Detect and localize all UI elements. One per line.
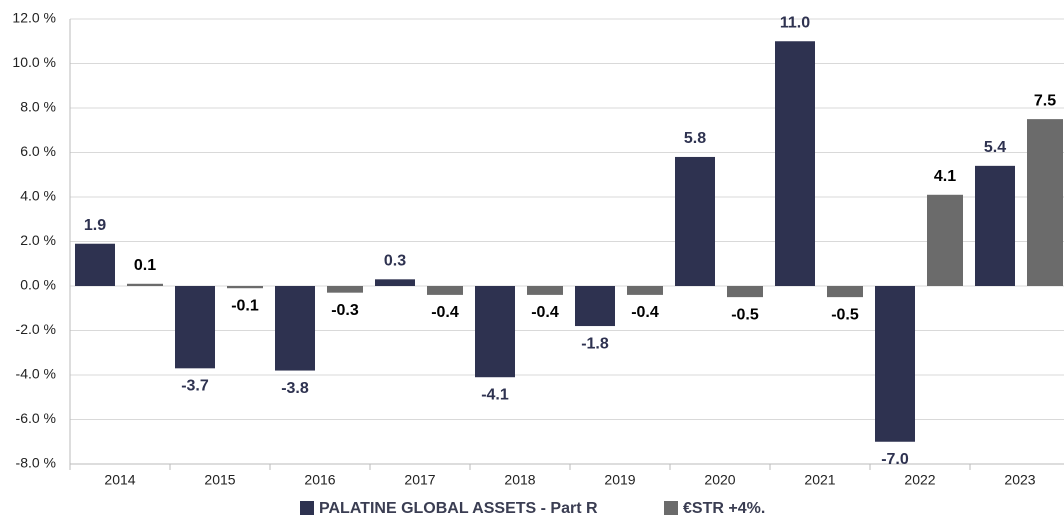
data-label: -3.8: [281, 380, 309, 397]
data-label: 11.0: [780, 14, 810, 31]
bar: [227, 286, 263, 289]
y-tick-label: 6.0 %: [20, 143, 56, 159]
data-label: -3.7: [181, 378, 209, 395]
x-tick-label: 2022: [904, 472, 935, 488]
bar: [627, 286, 663, 295]
bar: [727, 286, 763, 298]
y-tick-label: -6.0 %: [16, 410, 56, 426]
data-label: 5.4: [984, 139, 1006, 156]
bar: [327, 286, 363, 293]
bar: [927, 194, 963, 286]
bar: [127, 283, 163, 286]
x-tick-label: 2016: [304, 472, 335, 488]
bar: [827, 286, 863, 298]
data-label: 1.9: [84, 217, 106, 234]
x-tick-label: 2018: [504, 472, 535, 488]
bar: [975, 165, 1015, 286]
legend-swatch: [300, 501, 314, 515]
bar: [475, 286, 515, 378]
y-tick-label: 0.0 %: [20, 277, 56, 293]
y-tick-label: 12.0 %: [12, 10, 56, 26]
data-label: 4.1: [934, 168, 956, 185]
bar: [1027, 119, 1063, 286]
x-tick-label: 2021: [804, 472, 835, 488]
legend-swatch: [664, 501, 678, 515]
x-tick-label: 2023: [1004, 472, 1035, 488]
data-label: -0.4: [531, 304, 559, 321]
x-tick-label: 2017: [404, 472, 435, 488]
bar: [775, 41, 815, 286]
legend-label: €STR +4%.: [683, 500, 765, 517]
data-label: 7.5: [1034, 92, 1056, 109]
y-tick-label: -4.0 %: [16, 366, 56, 382]
bar: [175, 286, 215, 369]
data-label: 0.3: [384, 253, 406, 270]
bar: [575, 286, 615, 327]
data-label: -0.5: [731, 306, 759, 323]
x-tick-label: 2019: [604, 472, 635, 488]
bar: [527, 286, 563, 295]
bar: [427, 286, 463, 295]
y-tick-label: 8.0 %: [20, 99, 56, 115]
y-tick-label: 4.0 %: [20, 188, 56, 204]
y-tick-label: 2.0 %: [20, 232, 56, 248]
data-label: 0.1: [134, 257, 156, 274]
data-label: -0.4: [431, 304, 459, 321]
data-label: 5.8: [684, 130, 706, 147]
y-tick-label: -8.0 %: [16, 455, 56, 471]
bar: [675, 156, 715, 286]
bar: [75, 243, 115, 286]
bar: [875, 286, 915, 442]
bar: [375, 279, 415, 286]
data-label: -0.3: [331, 302, 359, 319]
legend-label: PALATINE GLOBAL ASSETS - Part R: [319, 500, 598, 517]
y-tick-label: 10.0 %: [12, 54, 56, 70]
data-label: -1.8: [581, 335, 609, 352]
y-tick-label: -2.0 %: [16, 321, 56, 337]
x-tick-label: 2015: [204, 472, 235, 488]
data-label: -4.1: [481, 386, 509, 403]
data-label: -7.0: [881, 451, 909, 468]
data-label: -0.1: [231, 297, 259, 314]
x-tick-label: 2014: [104, 472, 135, 488]
data-label: -0.5: [831, 306, 859, 323]
data-label: -0.4: [631, 304, 659, 321]
bar: [275, 286, 315, 371]
x-tick-label: 2020: [704, 472, 735, 488]
